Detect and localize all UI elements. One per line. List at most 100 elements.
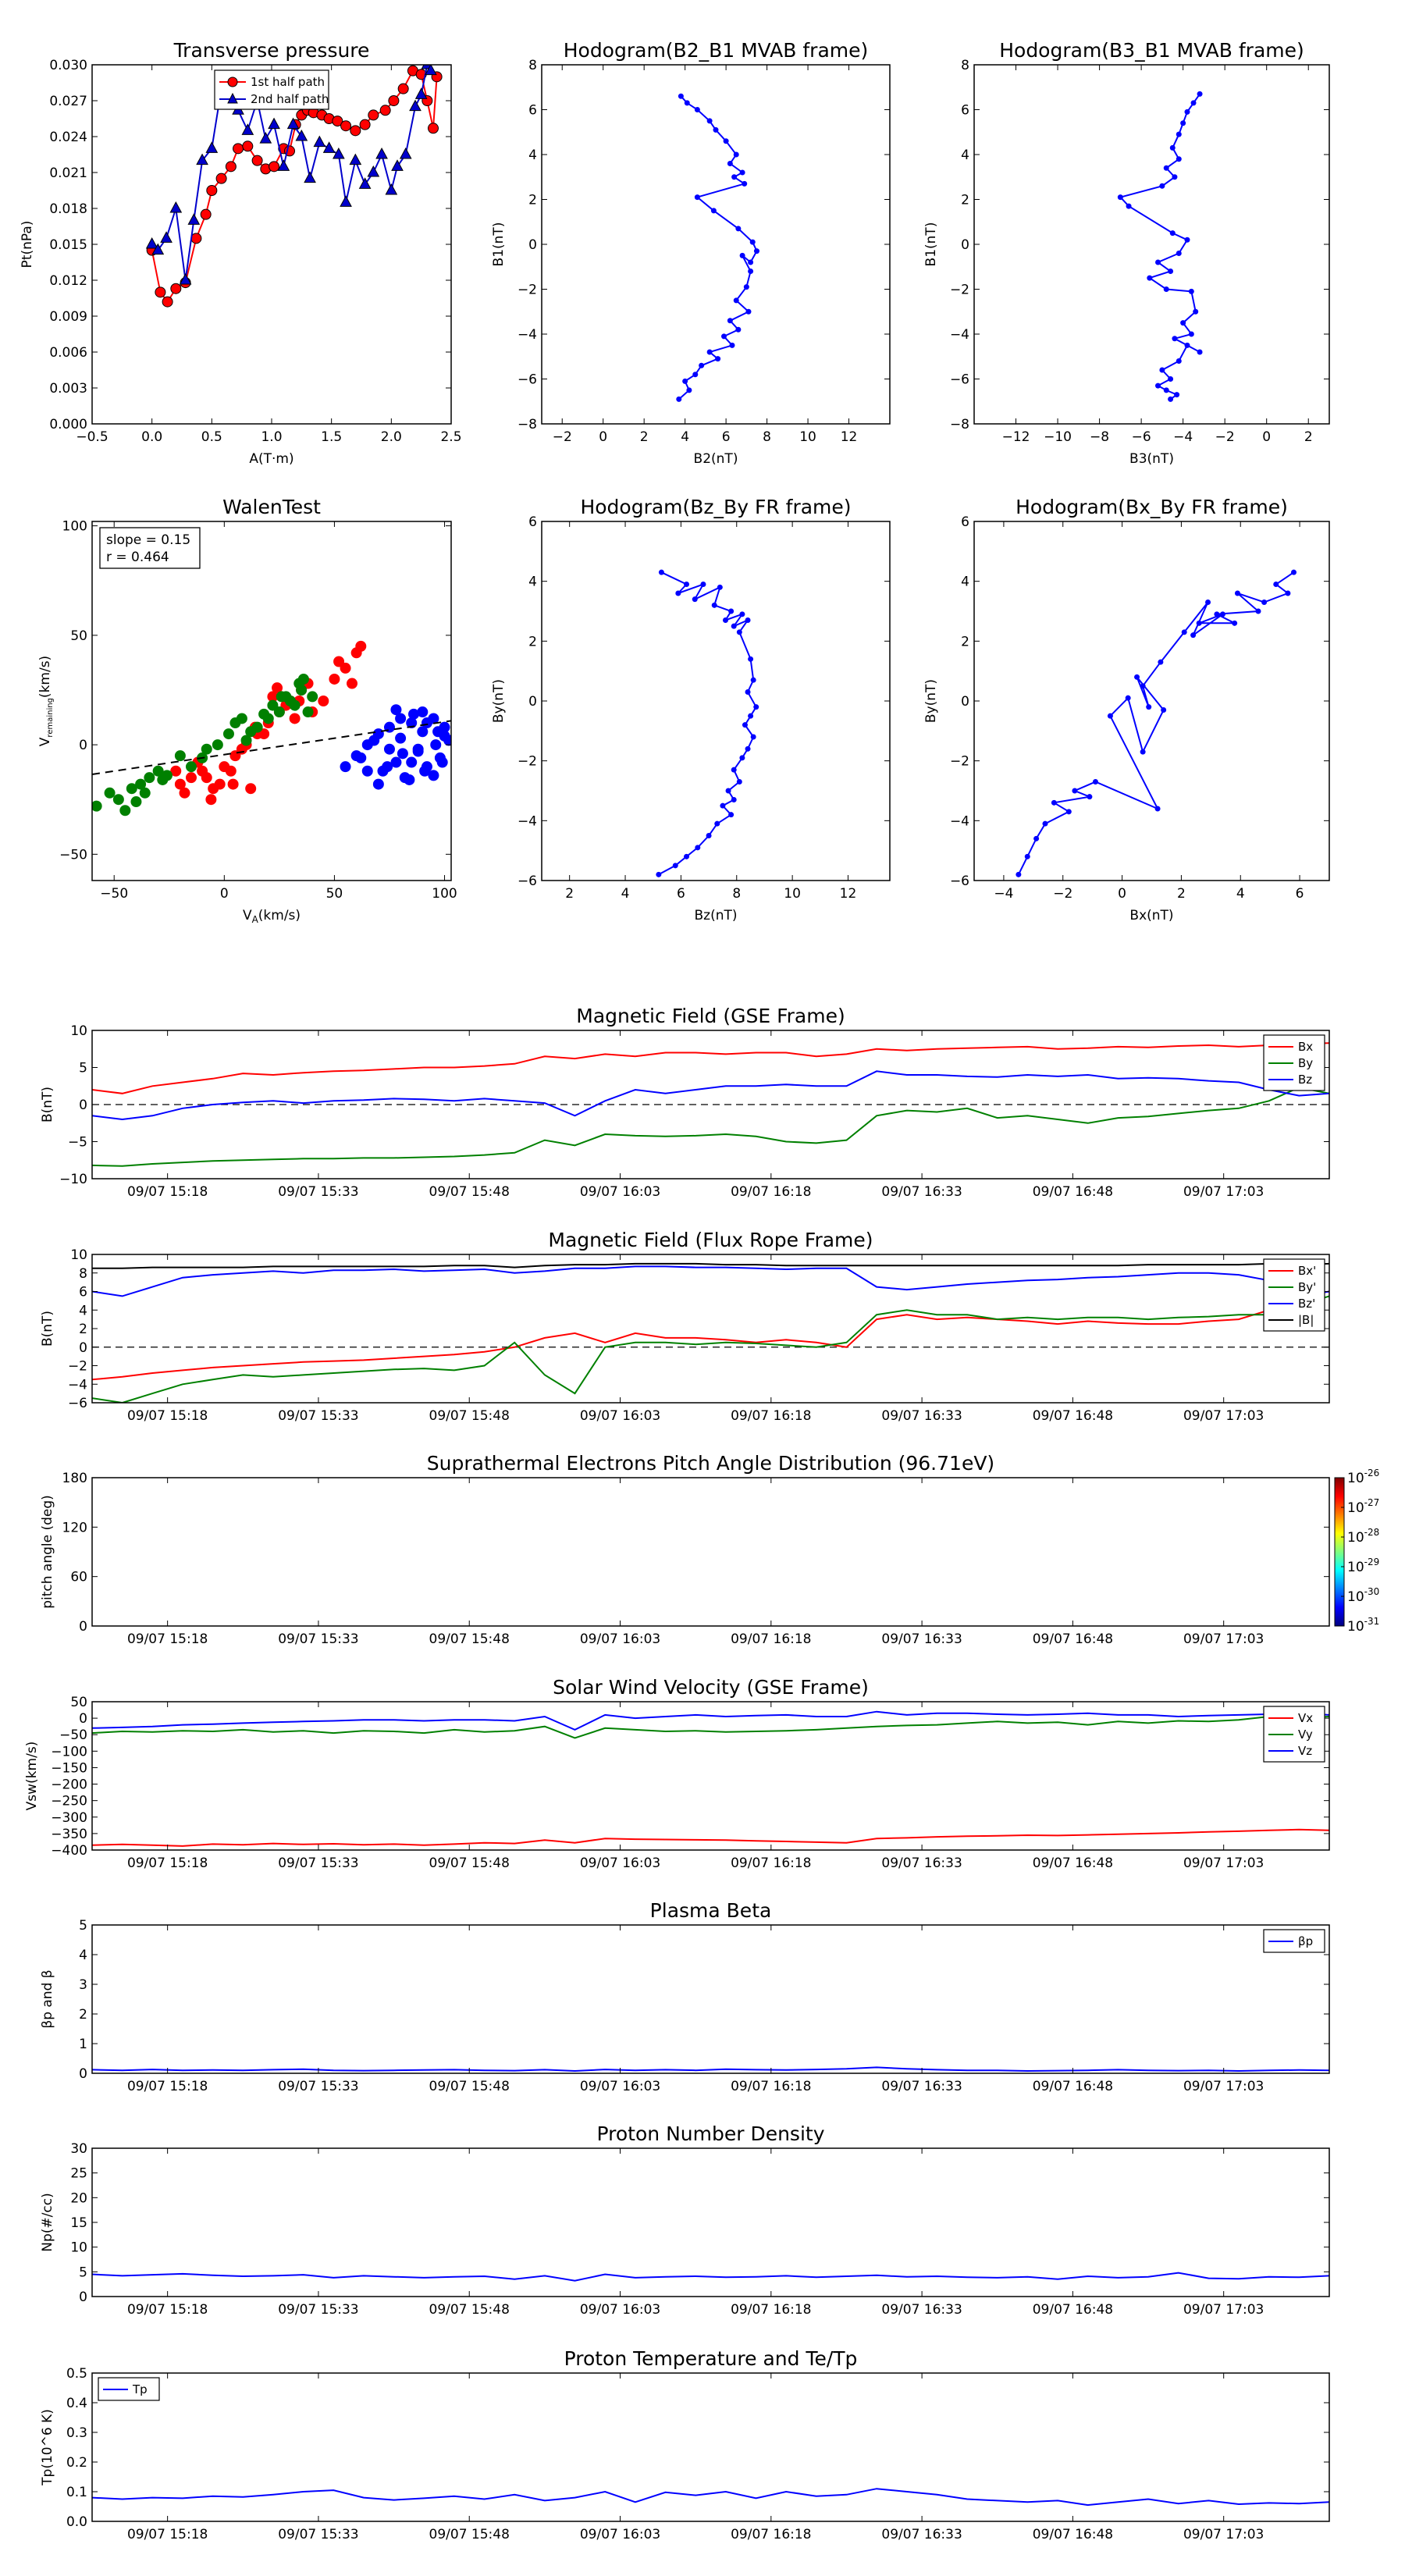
plot-frame: [91, 2372, 1330, 2522]
data-point: [1172, 174, 1178, 180]
time-tick-label: 09/07 17:03: [1183, 1631, 1264, 1647]
annotation-text: r = 0.464: [106, 550, 169, 565]
scatter-point: [361, 765, 373, 777]
time-tick-label: 09/07 15:48: [429, 2527, 510, 2542]
data-point: [350, 125, 361, 137]
data-point: [743, 284, 749, 290]
scatter-point: [227, 778, 239, 790]
y-tick-label: −2: [518, 283, 537, 298]
legend-marker: [227, 92, 238, 104]
data-point: [1147, 275, 1153, 281]
data-point: [699, 362, 705, 368]
x-tick-label: 4: [1236, 886, 1245, 902]
scatter-point: [222, 728, 234, 740]
series-line-Np: [92, 2272, 1329, 2282]
y-tick-label: 120: [62, 1520, 87, 1535]
scatter-point: [333, 656, 345, 667]
y-tick-label: 0.2: [66, 2455, 87, 2471]
x-tick-label: 8: [732, 886, 741, 902]
time-tick-label: 09/07 15:33: [278, 1631, 358, 1647]
y-tick-label: 10: [70, 2240, 87, 2256]
x-axis-label: A(T·m): [249, 451, 293, 467]
data-point: [1181, 629, 1187, 635]
data-point: [717, 584, 723, 590]
y-tick-label: 180: [62, 1471, 87, 1486]
y-tick-label: 0: [528, 694, 537, 710]
data-point: [1155, 259, 1161, 265]
scatter-point: [212, 739, 223, 751]
data-point: [1163, 165, 1169, 171]
data-point: [742, 180, 748, 187]
data-point: [686, 387, 692, 393]
data-point: [1065, 809, 1072, 815]
panel-mag_fr: Magnetic Field (Flux Rope Frame) −6 −4 −2 0 2…: [40, 1229, 1330, 1424]
data-point: [151, 243, 165, 255]
legend-label: Bz: [1298, 1073, 1312, 1087]
data-point: [1033, 835, 1040, 841]
data-point: [1125, 695, 1131, 701]
y-tick-label: 2: [528, 634, 537, 649]
x-tick-label: 50: [326, 886, 343, 902]
chart-title: Suprathermal Electrons Pitch Angle Distr…: [427, 1452, 994, 1475]
y-tick-label: 0: [528, 237, 537, 253]
chart-title: Hodogram(Bz_By FR frame): [580, 496, 851, 518]
data-point: [367, 165, 380, 177]
scatter-point: [126, 783, 137, 795]
y-tick-label: 0.006: [49, 345, 87, 361]
data-point: [694, 107, 700, 112]
scatter-point: [428, 770, 439, 781]
legend: Bx By Bz: [1263, 1034, 1325, 1091]
data-point: [1159, 367, 1165, 373]
data-point: [1169, 230, 1176, 237]
data-point: [332, 116, 343, 127]
scatter-point: [170, 765, 182, 777]
data-point: [359, 119, 371, 130]
chart-title: Proton Number Density: [597, 2122, 825, 2145]
plot-area: [92, 640, 451, 817]
panel-pad: Suprathermal Electrons Pitch Angle Distr…: [40, 1452, 1379, 1647]
scatter-point: [390, 756, 402, 768]
y-tick-label: 4: [528, 575, 537, 590]
scatter-point: [397, 748, 408, 760]
plot-frame: [973, 64, 1330, 425]
data-point: [206, 185, 218, 196]
time-tick-label: 09/07 15:33: [278, 1184, 358, 1200]
y-tick-label: 5: [79, 2265, 87, 2280]
data-point: [727, 161, 733, 166]
data-point: [1197, 349, 1203, 355]
y-tick-label: −200: [51, 1777, 87, 1793]
plot-area: [92, 2066, 1329, 2073]
data-point: [684, 582, 690, 587]
scatter-point: [443, 735, 451, 746]
x-tick-label: 2.0: [381, 429, 402, 445]
panel-h2: Hodogram(B3_B1 MVAB frame) −8 −6 −4 −2 0 2 4 6 8 −…: [923, 39, 1330, 467]
x-tick-label: 10: [784, 886, 801, 902]
y-tick-label: 0.027: [49, 94, 87, 109]
y-tick-label: 2: [961, 634, 969, 649]
y-tick-label: 0: [79, 1619, 87, 1635]
y-tick-label: −8: [950, 417, 969, 432]
x-tick-label: 0: [599, 429, 607, 445]
y-axis-label: Vsw(km/s): [24, 1742, 40, 1811]
data-point: [748, 656, 754, 662]
data-point: [675, 590, 681, 596]
time-tick-label: 09/07 17:03: [1183, 2527, 1264, 2542]
data-point: [170, 283, 182, 294]
y-tick-label: 6: [79, 1285, 87, 1300]
scatter-point: [157, 774, 169, 785]
time-tick-label: 09/07 16:18: [731, 1184, 811, 1200]
chart-title: Hodogram(B3_B1 MVAB frame): [999, 39, 1304, 62]
plot-area: [92, 1710, 1329, 1847]
x-axis-label: VA(km/s): [243, 908, 301, 925]
scatter-point: [152, 765, 164, 777]
data-point: [748, 259, 754, 265]
y-tick-label: −100: [51, 1744, 87, 1759]
x-tick-label: 100: [432, 886, 457, 902]
time-tick-label: 09/07 15:18: [127, 1184, 208, 1200]
y-tick-label: 2: [528, 193, 537, 208]
data-point: [205, 141, 219, 153]
data-point: [277, 159, 290, 171]
time-tick-label: 09/07 16:48: [1033, 2079, 1113, 2094]
plot-frame: [541, 64, 891, 425]
data-point: [715, 356, 721, 362]
